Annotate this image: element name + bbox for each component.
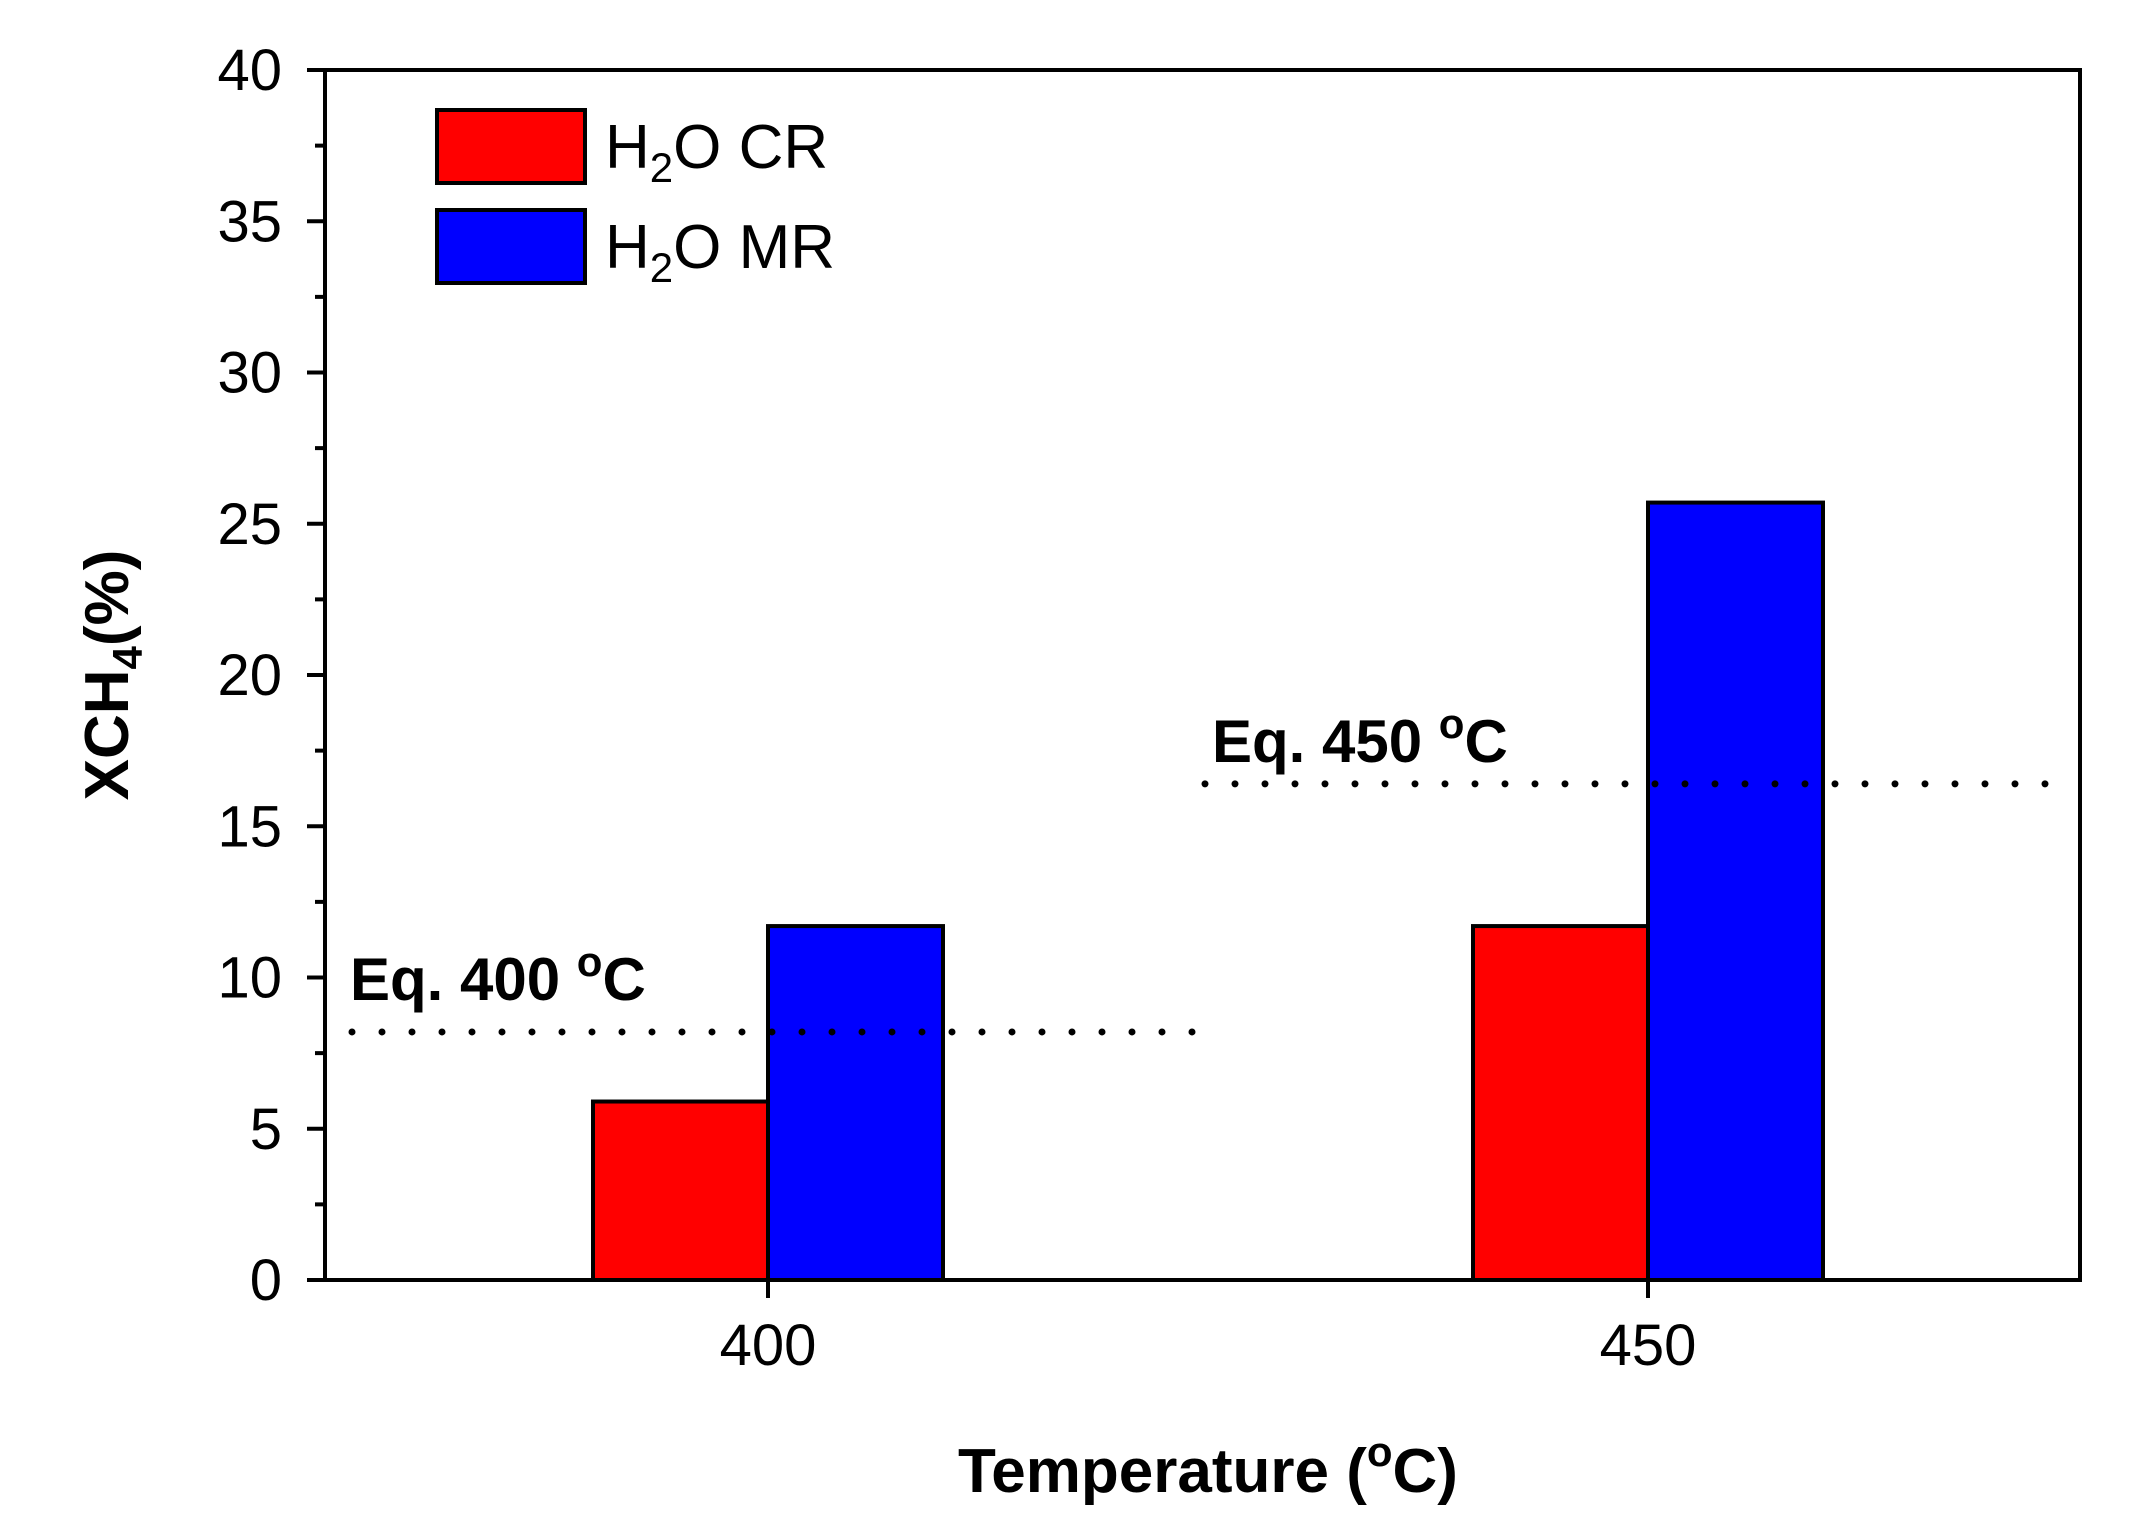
legend-label-h2o-cr: H2O CR [605, 113, 828, 191]
y-tick-label: 5 [250, 1097, 282, 1162]
y-axis-title: XCH4(%) [73, 550, 151, 801]
bar-h2o-cr-450 [1471, 924, 1650, 1282]
legend-swatch-h2o-mr [435, 208, 587, 285]
x-tick-label: 450 [1600, 1313, 1697, 1378]
bar-h2o-mr-400 [766, 924, 945, 1282]
x-axis-title: Temperature (oC) [958, 1428, 1458, 1506]
y-tick-label: 10 [217, 946, 282, 1011]
annotation-eq-450: Eq. 450 oC [1212, 700, 1508, 775]
y-tick-label: 35 [217, 189, 282, 254]
annotation-eq-400: Eq. 400 oC [350, 938, 646, 1013]
x-tick-label: 400 [720, 1313, 817, 1378]
y-tick-label: 15 [217, 794, 282, 859]
bar-h2o-mr-450 [1646, 500, 1825, 1282]
y-tick-label: 25 [217, 492, 282, 557]
bar-h2o-cr-400 [591, 1099, 770, 1283]
plot-frame [323, 68, 2082, 1282]
y-tick-label: 30 [217, 341, 282, 406]
legend-swatch-h2o-cr [435, 108, 587, 185]
y-tick-label: 0 [250, 1248, 282, 1313]
y-tick-label: 20 [217, 643, 282, 708]
legend: H2O CR H2O MR [435, 108, 835, 291]
legend-label-h2o-mr: H2O MR [605, 213, 835, 291]
y-tick-label: 40 [217, 38, 282, 103]
